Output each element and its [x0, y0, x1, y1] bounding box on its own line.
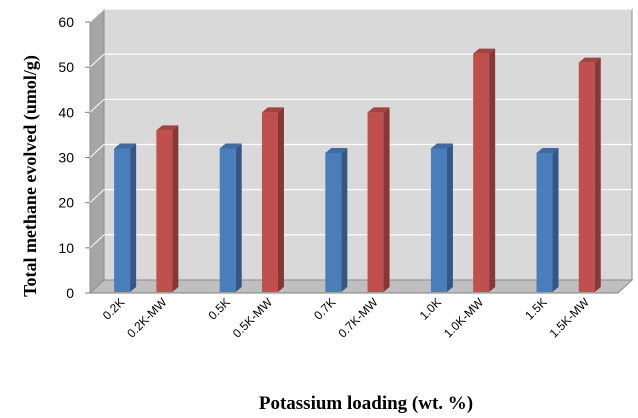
y-tick-label: 10 — [58, 240, 74, 256]
y-tick-label: 30 — [58, 150, 74, 166]
gridline-side — [89, 98, 105, 113]
y-tick-label: 60 — [58, 14, 74, 30]
gridline-side — [89, 189, 105, 204]
x-tick-label: 1.5K-MW — [547, 295, 593, 341]
gridline-side — [89, 53, 105, 68]
bar-top — [367, 107, 390, 113]
bar-top — [430, 143, 453, 149]
x-tick-label: 1.0K-MW — [441, 295, 487, 341]
bar-front — [367, 112, 384, 292]
y-tick-labels: 0 10 20 30 40 50 60 — [58, 14, 74, 301]
bar-side — [172, 125, 179, 293]
bar-side — [552, 147, 559, 292]
bar-top — [473, 48, 496, 54]
x-axis-title: Potassium loading (wt. %) — [259, 393, 473, 413]
bar-side — [341, 147, 348, 292]
bar-top — [578, 57, 601, 63]
y-tick-label: 0 — [66, 285, 74, 301]
bar-front — [156, 130, 173, 292]
x-tick-labels: 0.2K0.2K-MW 0.5K0.5K-MW 0.7K0.7K-MW 1.0K1.0… — [100, 295, 592, 341]
x-tick-label: 0.5K — [205, 295, 232, 322]
bar-side — [489, 48, 496, 292]
bar-top — [536, 147, 559, 153]
x-tick-label: 0.2K — [100, 295, 127, 322]
x-tick-label: 1.0K — [417, 295, 444, 322]
bar-front — [473, 53, 490, 292]
bar-front — [261, 112, 278, 292]
bar-side — [235, 143, 242, 292]
bar-side — [383, 107, 390, 292]
bar-top — [325, 147, 348, 153]
x-tick-label: 0.2K-MW — [124, 295, 170, 341]
bar-side — [277, 107, 284, 292]
bar-side — [446, 143, 453, 292]
bar-top — [156, 125, 179, 131]
bar-top — [219, 143, 242, 149]
x-tick-label: 0.7K — [311, 295, 338, 322]
gridline-side — [89, 144, 105, 158]
bar-top — [261, 107, 284, 113]
bar-front — [219, 148, 236, 292]
gridline-side — [89, 234, 105, 249]
x-tick-label: 0.5K-MW — [230, 295, 276, 341]
y-axis-title: Total methane evolved (umol/g) — [20, 55, 41, 297]
y-tick-label: 20 — [58, 195, 74, 211]
bar-side — [594, 57, 601, 293]
bar-front — [430, 148, 447, 292]
bar-top — [114, 143, 137, 149]
y-tick-label: 40 — [58, 104, 74, 120]
gridline-side — [89, 8, 105, 23]
y-tick-label: 50 — [58, 59, 74, 75]
x-tick-label: 0.7K-MW — [335, 295, 381, 341]
bar-front — [114, 148, 131, 292]
bar-front — [578, 62, 595, 293]
bar-side — [130, 143, 137, 292]
bars — [114, 48, 601, 293]
x-tick-label: 1.5K — [522, 295, 549, 322]
bar-front — [536, 152, 553, 292]
bar-front — [325, 152, 342, 292]
